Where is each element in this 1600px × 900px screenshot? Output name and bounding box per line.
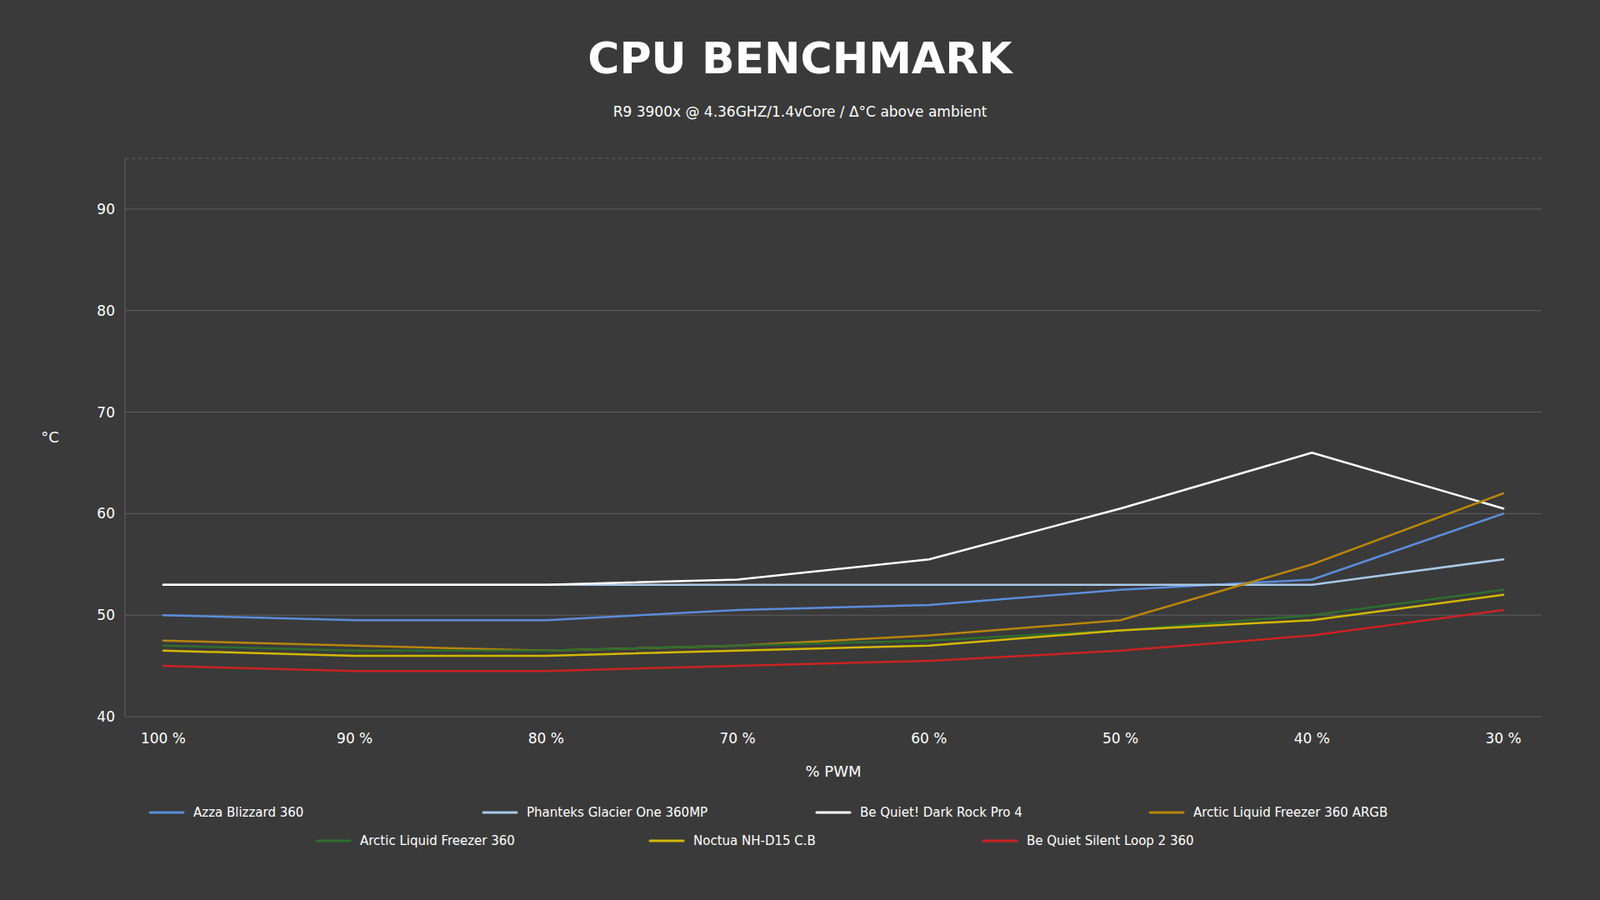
y-range-end (125, 158, 1542, 160)
series-line (163, 610, 1504, 671)
y-axis-label: °C (40, 428, 60, 446)
y-tick-label: 50 (96, 606, 115, 624)
legend-swatch (983, 840, 1017, 843)
x-tick-label: 60 % (910, 730, 947, 747)
chart: CPU BENCHMARK R9 3900x @ 4.36GHZ/1.4vCore… (0, 0, 1600, 900)
series-line (163, 493, 1504, 651)
y-tick-label: 70 (96, 404, 115, 421)
y-tick-label: 60 (96, 505, 115, 522)
legend-label: Be Quiet! Dark Rock Pro 4 (860, 805, 1023, 820)
grid-line (125, 615, 1542, 616)
legend-label: Arctic Liquid Freezer 360 (360, 833, 515, 849)
subtitle: R9 3900x @ 4.36GHZ/1.4vCore / Δ°C above … (613, 103, 988, 120)
title: CPU BENCHMARK (587, 33, 1014, 84)
legend-swatch (316, 840, 350, 843)
legend: Azza Blizzard 360 Phanteks Glacier One 36… (150, 805, 1388, 849)
x-tick-label: 50 % (1102, 730, 1139, 747)
x-tick-label: 100 % (140, 730, 186, 747)
x-axis-label: % PWM (805, 762, 861, 780)
grid-line (125, 310, 1542, 311)
y-axis-line (125, 158, 126, 717)
x-tick-labels: 100 % 90 % 80 % 70 % 60 % 50 % 40 % 30 % (140, 730, 1522, 747)
y-tick-label: 90 (96, 200, 115, 218)
legend-label: Noctua NH-D15 C.B (693, 833, 816, 849)
legend-label: Arctic Liquid Freezer 360 ARGB (1193, 805, 1388, 820)
grid-line (125, 208, 1542, 210)
y-tick-label: 80 (96, 302, 115, 320)
y-tick-label: 40 (96, 708, 115, 725)
grid-line (125, 716, 1542, 718)
x-tick-label: 70 % (720, 730, 756, 747)
grid-line (125, 411, 1542, 413)
grid-line (125, 513, 1542, 515)
legend-label: Be Quiet Silent Loop 2 360 (1026, 833, 1195, 849)
series-line (163, 559, 1504, 585)
legend-swatch (650, 840, 684, 843)
legend-label: Azza Blizzard 360 (193, 805, 304, 820)
series-line (163, 452, 1504, 585)
y-grid (125, 209, 1542, 717)
series-lines (163, 452, 1504, 671)
x-tick-label: 30 % (1485, 730, 1521, 747)
background (0, 0, 1600, 900)
legend-swatch (816, 811, 850, 815)
y-tick-labels: 40 50 60 70 80 90 (96, 200, 115, 725)
legend-swatch (1150, 811, 1184, 815)
x-tick-label: 90 % (336, 730, 373, 747)
legend-swatch (483, 811, 517, 815)
legend-swatch (150, 811, 184, 815)
x-tick-label: 80 % (528, 730, 565, 747)
series-line (163, 595, 1504, 656)
x-tick-label: 40 % (1294, 730, 1330, 747)
legend-label: Phanteks Glacier One 360MP (526, 805, 708, 820)
